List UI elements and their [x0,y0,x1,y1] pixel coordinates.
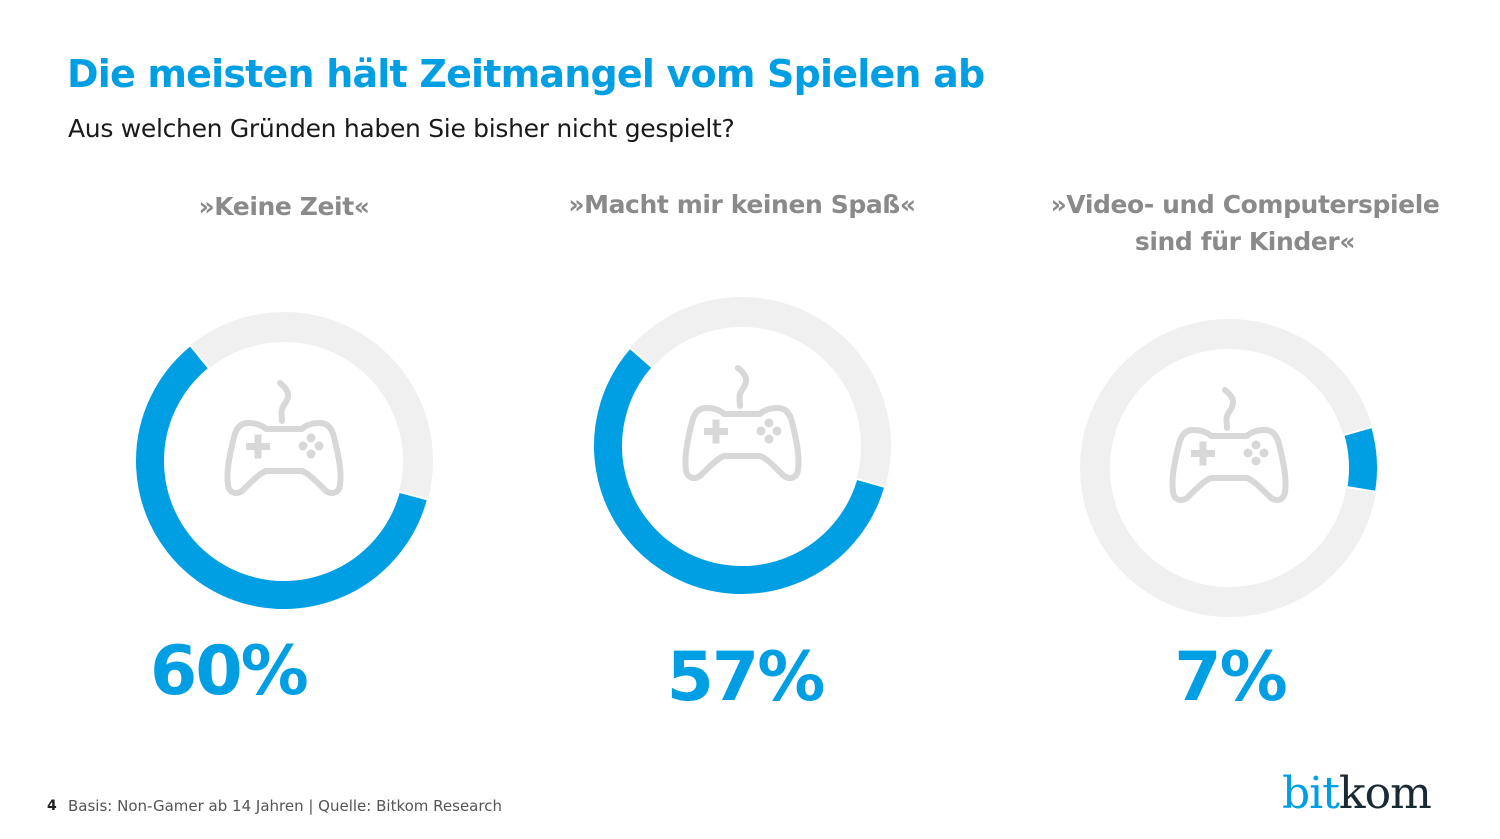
gamepad-icon [224,380,344,496]
chart-2-label: »Macht mir keinen Spaß« [562,186,922,223]
gamepad-icon [1169,387,1289,503]
gamepad-icon [682,365,802,481]
donut-3 [1080,319,1379,617]
chart-3-value: 7% [1174,638,1287,717]
donut-2-value-arc [592,346,887,596]
donut-1-value-arc [134,343,430,611]
chart-1-label-text: »Keine Zeit« [198,192,370,221]
chart-2-value: 57% [666,638,826,717]
chart-3-label: »Video- und Computerspiele sind für Kind… [1040,186,1450,260]
page-title: Die meisten hält Zeitmangel vom Spielen … [67,52,985,96]
chart-3-label-line-2: sind für Kinder« [1134,227,1356,256]
donut-2 [592,297,891,596]
bitkom-logo: bitkom [1282,768,1432,819]
source-note: Basis: Non-Gamer ab 14 Jahren | Quelle: … [68,797,502,815]
donut-3-track [1080,319,1378,617]
donut-3-value-arc [1342,425,1379,493]
page-subtitle: Aus welchen Gründen haben Sie bisher nic… [68,114,735,143]
donut-1 [134,312,433,611]
chart-3-label-line-1: »Video- und Computerspiele [1050,190,1440,219]
logo-part-bit: bit [1282,768,1340,819]
chart-2-label-text: »Macht mir keinen Spaß« [568,190,916,219]
page-number: 4 [47,798,57,814]
logo-part-kom: kom [1338,768,1432,819]
chart-1-value: 60% [150,632,309,711]
chart-1-label: »Keine Zeit« [134,188,434,225]
